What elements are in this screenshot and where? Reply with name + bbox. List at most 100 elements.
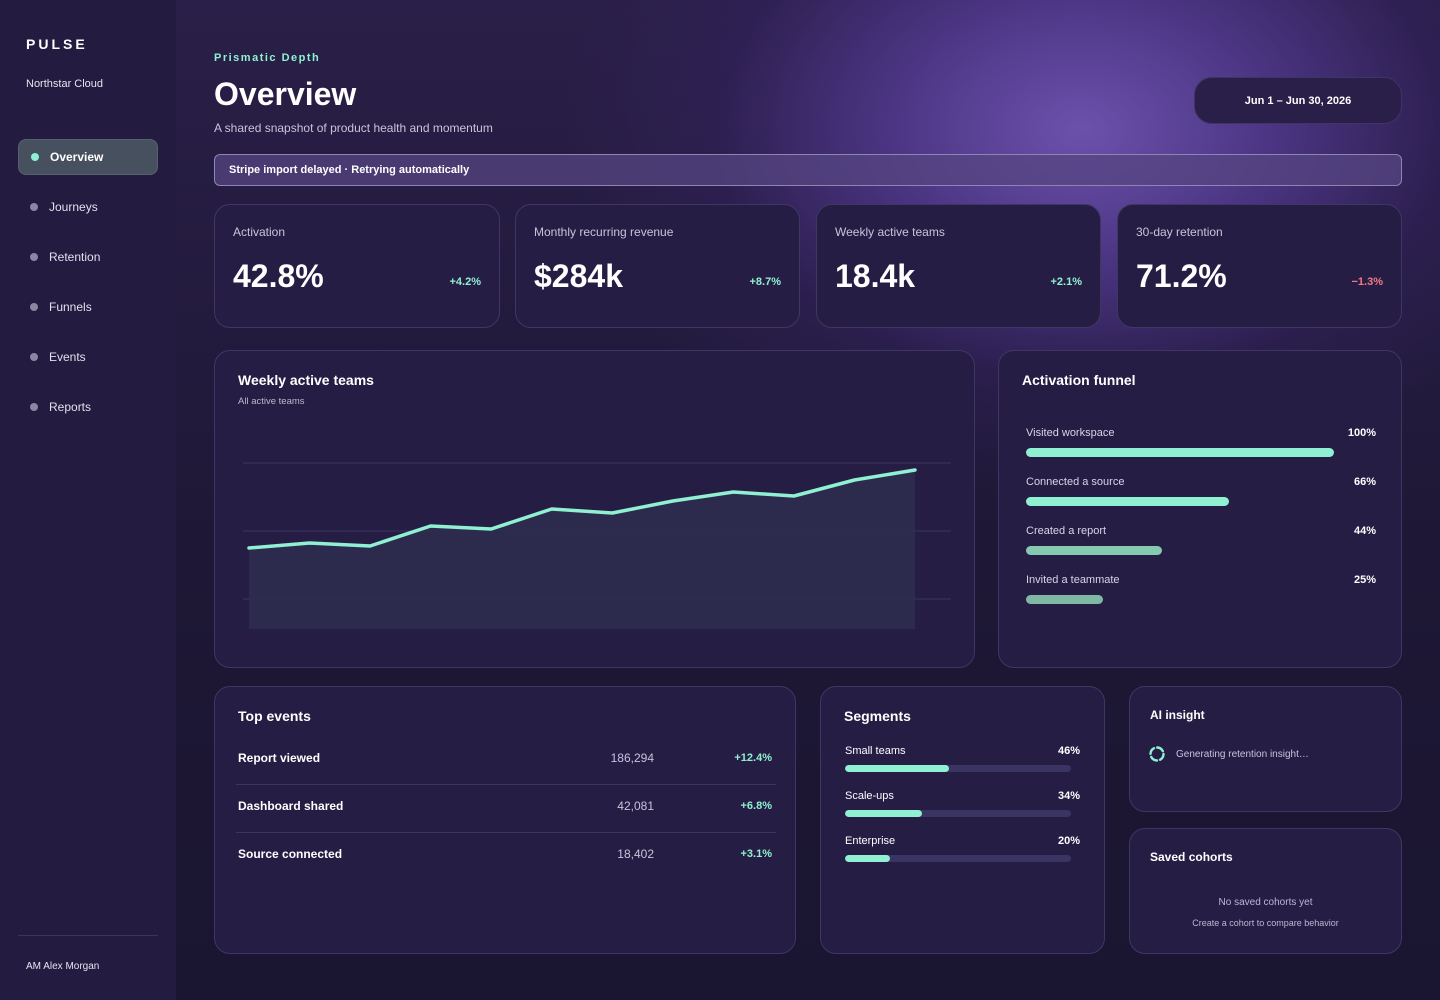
segment-pct: 46% (1057, 745, 1080, 757)
funnel-step-label: Invited a teammate (1026, 574, 1120, 586)
funnel-step-bar (1026, 546, 1162, 555)
kpi-card-activation[interactable]: Activation 42.8% +4.2% (214, 204, 500, 328)
kpi-value: 18.4k (835, 258, 916, 294)
page-title: Overview (214, 76, 357, 112)
kpi-label: 30-day retention (1136, 225, 1223, 239)
sidebar-item-reports[interactable]: Reports (18, 389, 158, 425)
kpi-delta: +8.7% (749, 276, 782, 288)
data-point[interactable] (429, 524, 433, 528)
event-delta: +12.4% (734, 752, 772, 764)
funnel-step-label: Created a report (1026, 525, 1107, 537)
event-name[interactable]: Source connected (238, 847, 343, 861)
data-point[interactable] (852, 478, 856, 482)
data-point[interactable] (308, 541, 312, 545)
event-delta: +3.1% (740, 848, 773, 860)
kpi-card-weekly-active-teams[interactable]: Weekly active teams 18.4k +2.1% (816, 204, 1101, 328)
kpi-card-retention[interactable]: 30-day retention 71.2% −1.3% (1117, 204, 1402, 328)
sidebar-item-events[interactable]: Events (18, 339, 158, 375)
sidebar-item-retention[interactable]: Retention (18, 239, 158, 275)
sidebar-divider (18, 935, 158, 936)
event-name[interactable]: Dashboard shared (238, 799, 344, 813)
kpi-delta: +2.1% (1050, 276, 1083, 288)
kpi-value: 42.8% (233, 258, 324, 294)
ai-insight-text: Generating retention insight… (1176, 748, 1309, 760)
weekly-active-teams-card: Weekly active teams All active teams (214, 350, 975, 668)
top-events-title: Top events (238, 708, 311, 724)
data-point[interactable] (489, 527, 493, 531)
page-subtitle: A shared snapshot of product health and … (214, 121, 493, 135)
data-point[interactable] (731, 490, 735, 494)
event-count: 42,081 (617, 799, 654, 813)
kpi-label: Weekly active teams (835, 225, 945, 239)
segment-pct: 34% (1057, 790, 1080, 802)
saved-cohorts-title: Saved cohorts (1150, 850, 1233, 864)
dot-icon (30, 303, 38, 311)
segment-fill (845, 765, 949, 772)
funnel-step-pct: 25% (1353, 574, 1376, 586)
segment-track (845, 810, 1071, 817)
sidebar-item-label: Retention (49, 250, 101, 264)
event-count: 18,402 (617, 847, 654, 861)
sidebar-item-label: Events (49, 350, 86, 364)
data-point[interactable] (671, 499, 675, 503)
kpi-value: 71.2% (1136, 258, 1227, 294)
chart-subtitle: All active teams (238, 396, 305, 407)
kpi-delta: −1.3% (1351, 276, 1384, 288)
kpi-label: Monthly recurring revenue (534, 225, 674, 239)
sidebar: PULSE Northstar Cloud Overview Journeys … (0, 0, 176, 1000)
dot-icon (30, 253, 38, 261)
dot-icon (30, 403, 38, 411)
segment-fill (845, 855, 891, 862)
user-profile[interactable]: AM Alex Morgan (26, 961, 100, 972)
segment-track (845, 765, 1071, 772)
sidebar-item-label: Reports (49, 400, 92, 414)
row-divider (236, 784, 776, 785)
funnel-step-bar (1026, 497, 1229, 506)
funnel-step-label: Visited workspace (1026, 427, 1115, 439)
data-point[interactable] (368, 544, 372, 548)
brand-logo: PULSE (26, 36, 88, 52)
dot-icon (30, 353, 38, 361)
event-delta: +6.8% (740, 800, 773, 812)
sidebar-item-label: Funnels (49, 300, 92, 314)
date-range-picker[interactable]: Jun 1 – Jun 30, 2026 (1194, 77, 1402, 124)
kpi-label: Activation (233, 225, 286, 239)
sidebar-nav: Overview Journeys Retention Funnels Even… (18, 139, 158, 439)
sidebar-item-overview[interactable]: Overview (18, 139, 158, 175)
funnel-step-pct: 100% (1347, 427, 1376, 439)
kpi-delta: +4.2% (449, 276, 482, 288)
data-point[interactable] (247, 546, 251, 550)
weekly-active-teams-chart (243, 462, 951, 629)
event-name[interactable]: Report viewed (238, 751, 321, 765)
kpi-card-mrr[interactable]: Monthly recurring revenue $284k +8.7% (515, 204, 800, 328)
funnel-title: Activation funnel (1022, 372, 1136, 388)
empty-state-title: No saved cohorts yet (1218, 897, 1313, 908)
kpi-value: $284k (534, 258, 623, 294)
empty-state-hint: Create a cohort to compare behavior (1192, 918, 1339, 928)
activation-funnel-card: Activation funnel Visited workspace 100% C… (998, 350, 1402, 668)
org-name: Northstar Cloud (26, 78, 104, 90)
series-line (247, 468, 917, 550)
segment-fill (845, 810, 922, 817)
ai-insight-card: AI insight Generating retention insight… (1129, 686, 1402, 812)
funnel-step-label: Connected a source (1026, 476, 1125, 488)
sidebar-item-journeys[interactable]: Journeys (18, 189, 158, 225)
funnel-step-pct: 66% (1353, 476, 1376, 488)
top-events-card: Top events Report viewed 186,294 +12.4% … (214, 686, 796, 954)
page-eyebrow: Prismatic Depth (214, 52, 321, 64)
saved-cohorts-card: Saved cohorts No saved cohorts yet Creat… (1129, 828, 1402, 954)
dot-icon (30, 203, 38, 211)
segment-pct: 20% (1057, 835, 1080, 847)
data-point[interactable] (550, 507, 554, 511)
sidebar-item-label: Journeys (49, 200, 98, 214)
data-point[interactable] (913, 468, 917, 472)
ai-insight-status: Generating retention insight… (1148, 745, 1309, 763)
segments-title: Segments (844, 708, 911, 724)
segment-label: Small teams (845, 745, 906, 757)
sidebar-item-funnels[interactable]: Funnels (18, 289, 158, 325)
segment-track (845, 855, 1071, 862)
data-point[interactable] (610, 511, 614, 515)
data-point[interactable] (792, 494, 796, 498)
funnel-step-bar (1026, 595, 1103, 604)
funnel-step-pct: 44% (1353, 525, 1376, 537)
